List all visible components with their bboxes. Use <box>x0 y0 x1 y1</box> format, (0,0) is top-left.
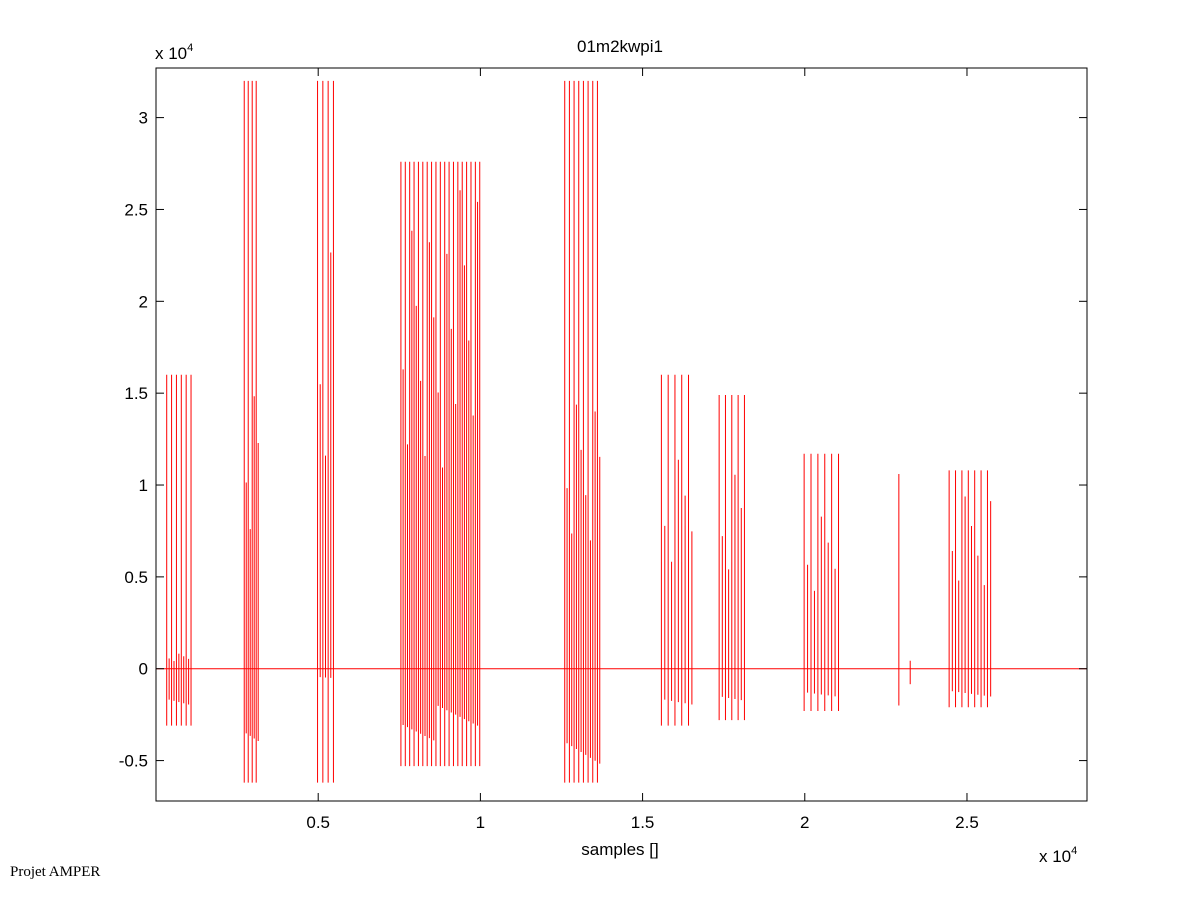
x-tick-label: 1 <box>476 813 485 832</box>
chart-title: 01m2kwpi1 <box>577 37 663 56</box>
x-exponent-base: x 10 <box>1039 847 1071 866</box>
x-tick-label: 0.5 <box>306 813 330 832</box>
x-axis-label: samples [] <box>581 840 658 859</box>
data-layer <box>156 80 1087 783</box>
y-tick-label: 1.5 <box>124 384 148 403</box>
x-tick-label: 2 <box>800 813 809 832</box>
x-tick-label: 2.5 <box>955 813 979 832</box>
x-exponent-label: x 104 <box>1039 845 1077 866</box>
signal-burst <box>948 470 992 708</box>
signal-burst <box>317 80 334 783</box>
y-tick-label: 2.5 <box>124 200 148 219</box>
x-tick-label: 1.5 <box>631 813 655 832</box>
footer-text: Projet AMPER <box>10 864 101 880</box>
signal-burst <box>400 161 481 767</box>
y-tick-label: 1 <box>139 476 148 495</box>
axes-box <box>155 67 1088 802</box>
signal-burst <box>243 80 259 783</box>
y-tick-label: 0 <box>139 660 148 679</box>
signal-burst <box>718 395 745 721</box>
signal-burst <box>898 473 911 706</box>
y-tick-label: 3 <box>139 109 148 128</box>
y-tick-label: -0.5 <box>119 752 148 771</box>
x-exponent-power: 4 <box>1071 845 1077 857</box>
y-exponent-power: 4 <box>187 42 193 54</box>
signal-burst <box>660 374 693 726</box>
ticks-layer: 0.5 1 1.5 2 2.5 -0.5 0 0.5 1 1.5 2 2.5 3 <box>119 68 1087 832</box>
signal-burst <box>166 374 192 726</box>
signal-burst <box>564 80 601 783</box>
y-exponent-base: x 10 <box>155 44 187 63</box>
y-exponent-label: x 104 <box>155 42 193 63</box>
y-tick-label: 2 <box>139 292 148 311</box>
y-tick-label: 0.5 <box>124 568 148 587</box>
signal-burst <box>803 453 840 711</box>
